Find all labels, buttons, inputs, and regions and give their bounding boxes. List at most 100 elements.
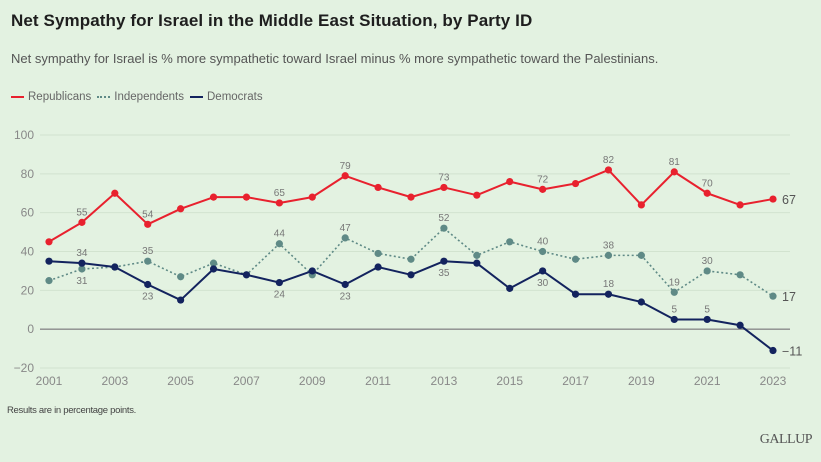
data-point-democrats-2004: [144, 280, 152, 289]
data-point-independents-2016: [539, 247, 547, 256]
y-tick-label: 20: [21, 283, 35, 297]
y-axis-ticks: −20 0 20 40 60 80 100: [14, 128, 35, 375]
end-label-republicans: 67: [782, 193, 796, 207]
data-point-republicans-2005: [177, 205, 185, 213]
data-label-independents-2008: 44: [274, 229, 286, 240]
data-point-democrats-2019: [637, 298, 645, 306]
data-label-republicans-2013: 73: [438, 172, 450, 183]
legend-item-democrats: Democrats: [190, 91, 263, 103]
data-point-republicans-2010: [341, 172, 349, 180]
data-point-independents-2012: [407, 255, 415, 263]
gallup-logo: GALLUP: [759, 432, 813, 447]
data-point-independents-2011: [374, 249, 382, 258]
data-point-democrats-2011: [374, 263, 382, 271]
data-point-independents-2018: [604, 251, 613, 259]
data-label-republicans-2020: 81: [669, 157, 681, 168]
series-line-republicans: [48, 168, 774, 243]
chart-title: Net Sympathy for Israel in the Middle Ea…: [11, 11, 533, 30]
data-point-democrats-2012: [407, 271, 415, 279]
x-tick-label: 2001: [36, 374, 63, 388]
data-point-democrats-2002: [78, 259, 86, 267]
legend: Republicans Independents Democrats: [11, 91, 263, 103]
data-point-democrats-2023: [769, 346, 777, 355]
x-tick-label: 2011: [365, 374, 391, 388]
chart-subtitle: Net sympathy for Israel is % more sympat…: [11, 51, 659, 66]
data-label-republicans-2018: 82: [603, 155, 615, 166]
legend-label-republicans: Republicans: [28, 91, 92, 103]
data-point-democrats-2015: [506, 284, 514, 292]
data-point-independents-2017: [571, 255, 580, 263]
data-point-democrats-2014: [473, 259, 481, 267]
data-point-independents-2004: [144, 257, 152, 265]
data-label-democrats-2010: 23: [340, 292, 352, 303]
data-point-democrats-2008: [275, 278, 283, 287]
data-point-independents-2015: [506, 238, 514, 246]
legend-item-republicans: Republicans: [11, 91, 91, 103]
data-point-democrats-2010: [341, 280, 349, 289]
data-point-democrats-2021: [703, 315, 711, 324]
y-tick-label: 100: [14, 128, 34, 142]
data-point-republicans-2007: [242, 193, 251, 201]
data-point-independents-2020: [670, 288, 678, 296]
data-label-independents-2016: 40: [537, 237, 549, 248]
data-point-republicans-2013: [440, 183, 448, 192]
data-label-republicans-2010: 79: [340, 161, 352, 172]
y-tick-label: 0: [27, 322, 34, 336]
data-point-democrats-2020: [670, 315, 678, 324]
data-point-independents-2022: [736, 271, 744, 279]
data-label-republicans-2016: 72: [537, 174, 549, 185]
x-tick-label: 2023: [760, 374, 787, 388]
data-point-republicans-2001: [45, 238, 53, 246]
data-point-democrats-2003: [111, 263, 119, 271]
data-point-independents-2001: [45, 277, 53, 285]
data-point-republicans-2004: [144, 220, 152, 228]
data-label-democrats-2018: 18: [603, 279, 615, 290]
data-point-independents-2008: [275, 240, 283, 248]
data-point-republicans-2017: [571, 179, 580, 188]
data-point-democrats-2013: [440, 257, 448, 265]
y-tick-label: −20: [14, 361, 35, 375]
data-point-democrats-2016: [539, 267, 547, 275]
x-axis-ticks: 2001 2003 2005 2007 2009 2011 2013 2015 2017 2019…: [36, 374, 787, 388]
grid-lines: [40, 134, 790, 369]
data-point-republicans-2011: [374, 183, 382, 192]
legend-swatch-independents: [97, 96, 111, 98]
x-tick-label: 2017: [562, 374, 589, 388]
data-point-independents-2002: [78, 265, 86, 273]
legend-label-independents: Independents: [114, 91, 184, 103]
data-point-republicans-2021: [703, 189, 711, 197]
data-label-republicans-2004: 54: [142, 209, 154, 220]
data-point-independents-2019: [637, 251, 645, 259]
legend-item-independents: Independents: [97, 91, 184, 103]
data-point-republicans-2023: [769, 195, 777, 203]
data-label-independents-2013: 52: [438, 213, 450, 224]
data-point-republicans-2002: [78, 218, 86, 226]
data-point-democrats-2006: [209, 265, 218, 273]
data-label-democrats-2016: 30: [537, 278, 549, 289]
x-tick-label: 2015: [496, 374, 523, 388]
x-tick-label: 2019: [628, 374, 655, 388]
data-label-democrats-2013: 35: [438, 268, 450, 279]
data-point-democrats-2022: [736, 321, 744, 329]
legend-swatch-democrats: [190, 96, 203, 98]
data-point-republicans-2012: [407, 193, 415, 201]
y-tick-label: 40: [21, 245, 35, 259]
data-label-independents-2018: 38: [603, 240, 615, 251]
data-label-republicans-2002: 55: [76, 207, 88, 218]
series-group: [45, 166, 777, 355]
data-point-independents-2005: [177, 273, 185, 281]
data-label-independents-2021: 30: [702, 256, 714, 267]
x-tick-label: 2005: [167, 374, 194, 388]
x-tick-label: 2009: [299, 374, 326, 388]
end-label-independents: 17: [782, 290, 796, 304]
data-point-democrats-2005: [177, 296, 185, 304]
data-point-republicans-2009: [308, 193, 316, 201]
data-label-republicans-2008: 65: [274, 188, 286, 199]
data-point-republicans-2022: [736, 201, 744, 209]
data-point-democrats-2018: [604, 290, 613, 298]
data-label-democrats-2021: 5: [704, 304, 710, 315]
data-point-republicans-2015: [506, 178, 514, 186]
data-point-independents-2021: [703, 267, 711, 275]
data-point-republicans-2016: [539, 185, 547, 193]
y-tick-label: 60: [21, 206, 35, 220]
